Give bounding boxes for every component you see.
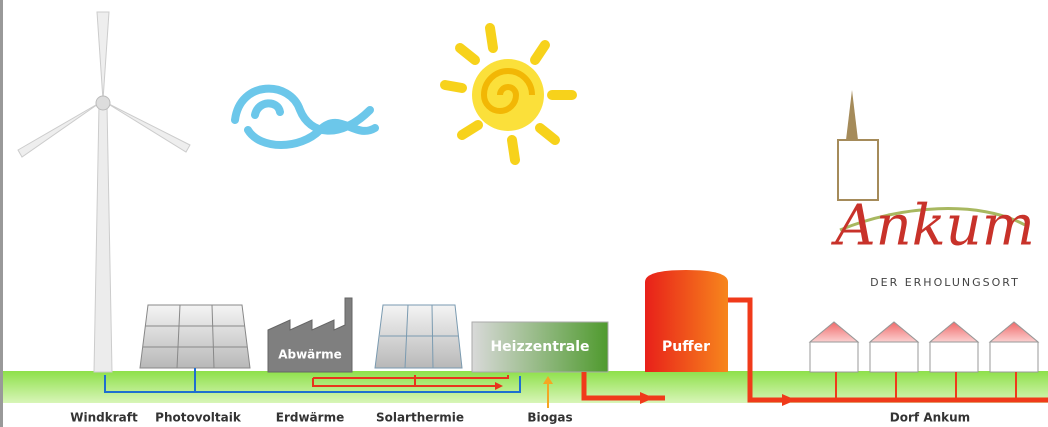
target-label: Dorf Ankum bbox=[890, 411, 970, 425]
left-border bbox=[0, 0, 3, 427]
factory: Abwärme bbox=[268, 298, 352, 372]
box-label: Abwärme bbox=[278, 348, 342, 362]
logo: Ankum DER ERHOLUNGSORT bbox=[830, 90, 1035, 289]
box-label: Heizzentrale bbox=[490, 339, 589, 355]
source-label: Windkraft bbox=[70, 411, 138, 425]
source-label: Biogas bbox=[527, 411, 572, 425]
logo-name: Ankum bbox=[830, 194, 1035, 259]
wind-wave bbox=[235, 89, 375, 145]
buffer-tank bbox=[645, 270, 728, 372]
solar-thermal-panel bbox=[375, 305, 462, 368]
sun bbox=[445, 28, 572, 160]
energy-diagram: Ankum DER ERHOLUNGSORT Abwärme Heizzentr… bbox=[0, 0, 1048, 427]
logo-tagline: DER ERHOLUNGSORT bbox=[870, 276, 1020, 289]
source-label: Solarthermie bbox=[376, 411, 464, 425]
pv-panel bbox=[140, 305, 250, 368]
source-label: Photovoltaik bbox=[155, 411, 242, 425]
box-label: Puffer bbox=[662, 339, 710, 355]
source-label: Erdwärme bbox=[276, 411, 344, 425]
houses bbox=[810, 322, 1038, 372]
